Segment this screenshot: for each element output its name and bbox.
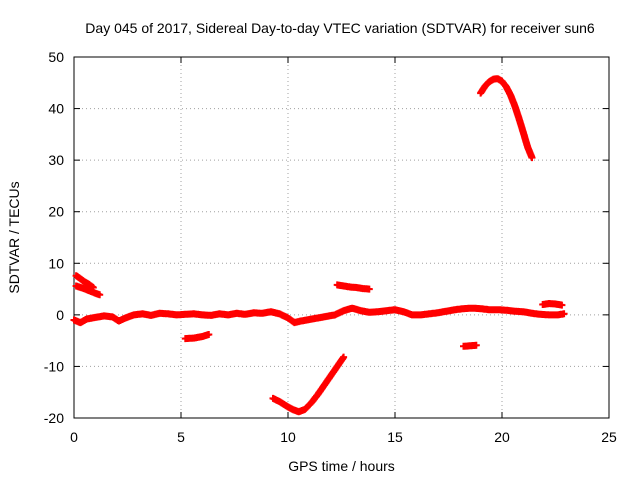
x-tick-label: 20 xyxy=(494,429,510,445)
series-arc-dip-18 xyxy=(460,341,480,350)
series-marks xyxy=(539,300,566,309)
series-marks xyxy=(181,331,213,343)
series-arc-start-a xyxy=(72,272,97,291)
y-tick-label: 0 xyxy=(56,307,64,323)
series-arc-dip-5 xyxy=(181,331,213,343)
series-marks xyxy=(269,353,348,416)
series-arc-mid-high xyxy=(333,281,373,293)
y-tick-label: -10 xyxy=(44,358,64,374)
series-marks xyxy=(72,282,104,299)
y-tick-label: 50 xyxy=(48,49,64,65)
x-tick-label: 15 xyxy=(387,429,403,445)
axis-ticks: 0 5 10 15 20 25 -20 -10 0 10 20 30 40 50 xyxy=(44,49,617,445)
x-tick-label: 0 xyxy=(70,429,78,445)
y-axis-label: SDTVAR / TECUs xyxy=(6,181,22,293)
plot-frame xyxy=(73,56,610,419)
series-marks xyxy=(460,341,480,350)
x-tick-label: 10 xyxy=(280,429,296,445)
series-marks xyxy=(333,281,373,293)
x-tick-label: 25 xyxy=(601,429,617,445)
y-tick-label: -20 xyxy=(44,410,64,426)
series-marks xyxy=(477,75,536,162)
series-marks xyxy=(70,304,568,327)
y-tick-label: 30 xyxy=(48,152,64,168)
y-tick-label: 20 xyxy=(48,204,64,220)
grid xyxy=(74,57,609,418)
series-arc-high xyxy=(477,75,536,162)
series-marks xyxy=(72,272,97,291)
chart-title: Day 045 of 2017, Sidereal Day-to-day VTE… xyxy=(85,20,595,36)
x-axis-label: GPS time / hours xyxy=(288,458,395,474)
y-tick-label: 10 xyxy=(48,255,64,271)
y-tick-label: 40 xyxy=(48,101,64,117)
series-arc-start-b xyxy=(72,282,104,299)
series-arc-end xyxy=(539,300,566,309)
data-layer xyxy=(70,75,568,416)
series-arc-main-1 xyxy=(70,304,568,327)
x-tick-label: 5 xyxy=(177,429,185,445)
series-arc-low xyxy=(269,353,348,416)
